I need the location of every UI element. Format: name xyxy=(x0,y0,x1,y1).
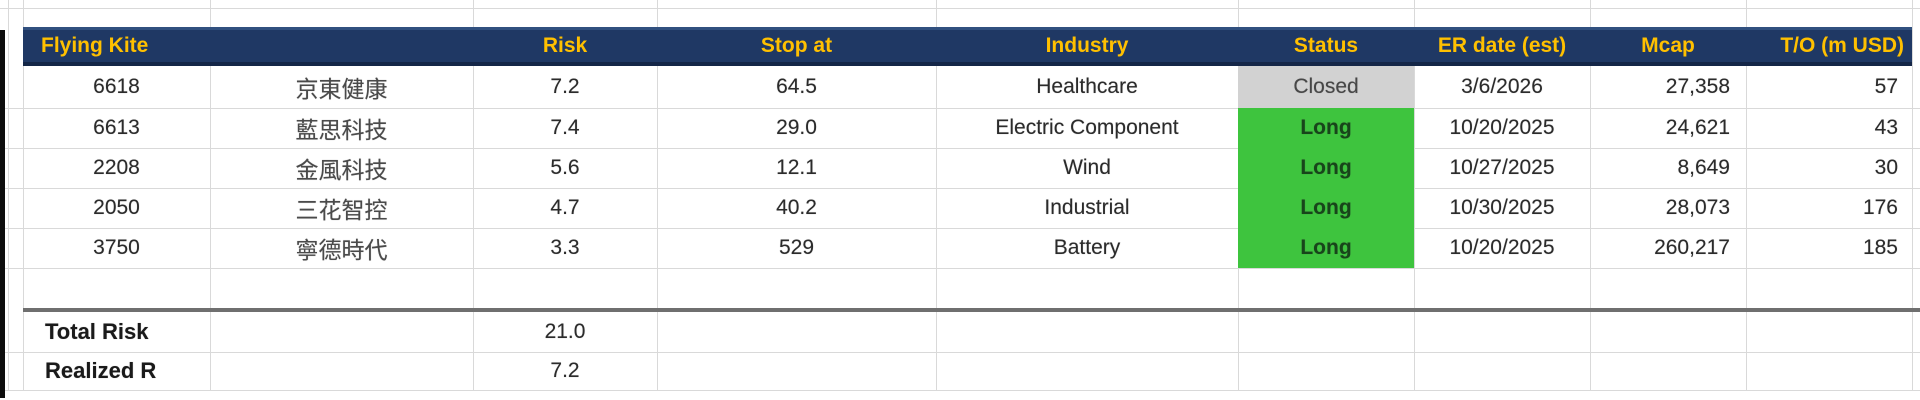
summary-row: Realized R 7.2 xyxy=(23,352,657,390)
empty-cell[interactable] xyxy=(210,352,473,390)
cell-turnover[interactable]: 185 xyxy=(1862,236,1898,259)
cell-name[interactable]: 藍思科技 xyxy=(295,117,388,143)
header-cell-mcap[interactable]: Mcap xyxy=(1641,34,1695,57)
summary-divider xyxy=(23,308,1920,312)
header-cell-er-date[interactable]: ER date (est) xyxy=(1437,34,1567,57)
cell-er-date[interactable]: 3/6/2026 xyxy=(1461,75,1543,98)
cell-risk[interactable]: 7.4 xyxy=(550,116,580,139)
table-row: 6618 京東健康 7.2 64.5 Healthcare Closed 3/6… xyxy=(23,66,1912,108)
cell-er-date[interactable]: 10/20/2025 xyxy=(1449,236,1555,259)
table-header-row: Flying Kite Risk Stop at Industry Status… xyxy=(23,27,1912,66)
cell-industry[interactable]: Healthcare xyxy=(1036,75,1138,98)
status-badge[interactable]: Long xyxy=(1238,228,1414,268)
realized-r-label[interactable]: Realized R xyxy=(45,358,157,383)
cell-stop-at[interactable]: 529 xyxy=(778,236,815,259)
header-cell-flying-kite[interactable]: Flying Kite xyxy=(41,34,149,57)
cell-mcap[interactable]: 27,358 xyxy=(1665,75,1730,98)
realized-r-value[interactable]: 7.2 xyxy=(550,359,580,382)
cell-er-date[interactable]: 10/27/2025 xyxy=(1449,156,1555,179)
cell-name[interactable]: 寧德時代 xyxy=(295,237,388,263)
cell-name[interactable]: 京東健康 xyxy=(295,76,388,102)
cell-mcap[interactable]: 28,073 xyxy=(1665,196,1730,219)
cell-risk[interactable]: 4.7 xyxy=(550,196,580,219)
cell-industry[interactable]: Battery xyxy=(1053,236,1121,259)
table-row: 2050 三花智控 4.7 40.2 Industrial Long 10/30… xyxy=(23,188,1912,228)
cell-turnover[interactable]: 57 xyxy=(1874,75,1898,98)
cell-industry[interactable]: Wind xyxy=(1063,156,1111,179)
cell-industry[interactable]: Electric Component xyxy=(995,116,1179,139)
summary-row: Total Risk 21.0 xyxy=(23,312,657,352)
header-cell-risk[interactable]: Risk xyxy=(542,34,588,57)
window-left-edge xyxy=(0,30,5,398)
header-cell-name[interactable] xyxy=(210,30,473,62)
cell-code[interactable]: 6613 xyxy=(93,116,140,139)
cell-turnover[interactable]: 176 xyxy=(1862,196,1898,219)
header-cell-stop-at[interactable]: Stop at xyxy=(760,34,833,57)
cell-stop-at[interactable]: 12.1 xyxy=(776,156,817,179)
cell-risk[interactable]: 7.2 xyxy=(550,75,580,98)
cell-name[interactable]: 金風科技 xyxy=(295,157,388,183)
header-cell-turnover[interactable]: T/O (m USD) xyxy=(1780,34,1904,57)
total-risk-value[interactable]: 21.0 xyxy=(544,320,586,343)
status-badge[interactable]: Long xyxy=(1238,188,1414,228)
cell-er-date[interactable]: 10/20/2025 xyxy=(1449,116,1555,139)
cell-stop-at[interactable]: 40.2 xyxy=(776,196,817,219)
cell-mcap[interactable]: 24,621 xyxy=(1665,116,1730,139)
cell-risk[interactable]: 5.6 xyxy=(550,156,580,179)
cell-stop-at[interactable]: 64.5 xyxy=(776,75,817,98)
cell-code[interactable]: 2050 xyxy=(93,196,140,219)
cell-code[interactable]: 3750 xyxy=(93,236,140,259)
cell-er-date[interactable]: 10/30/2025 xyxy=(1449,196,1555,219)
cell-turnover[interactable]: 43 xyxy=(1874,116,1898,139)
header-cell-status[interactable]: Status xyxy=(1293,34,1359,57)
total-risk-label[interactable]: Total Risk xyxy=(45,319,149,344)
table-row: 3750 寧德時代 3.3 529 Battery Long 10/20/202… xyxy=(23,228,1912,268)
status-badge[interactable]: Closed xyxy=(1238,66,1414,108)
cell-code[interactable]: 2208 xyxy=(93,156,140,179)
status-badge[interactable]: Long xyxy=(1238,148,1414,188)
cell-code[interactable]: 6618 xyxy=(93,75,140,98)
table-row: 6613 藍思科技 7.4 29.0 Electric Component Lo… xyxy=(23,108,1912,148)
cell-risk[interactable]: 3.3 xyxy=(550,236,580,259)
cell-mcap[interactable]: 8,649 xyxy=(1677,156,1730,179)
cell-name[interactable]: 三花智控 xyxy=(295,197,388,223)
cell-turnover[interactable]: 30 xyxy=(1874,156,1898,179)
cell-mcap[interactable]: 260,217 xyxy=(1654,236,1730,259)
header-cell-industry[interactable]: Industry xyxy=(1045,34,1129,57)
table-row: 2208 金風科技 5.6 12.1 Wind Long 10/27/2025 … xyxy=(23,148,1912,188)
empty-cell[interactable] xyxy=(210,312,473,352)
status-badge[interactable]: Long xyxy=(1238,108,1414,148)
cell-industry[interactable]: Industrial xyxy=(1044,196,1130,219)
cell-stop-at[interactable]: 29.0 xyxy=(776,116,817,139)
